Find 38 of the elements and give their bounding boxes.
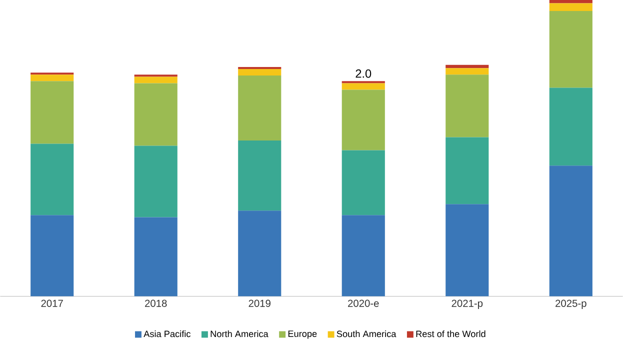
x-tick-label: 2019 bbox=[248, 300, 270, 308]
legend-label: North America bbox=[210, 330, 268, 338]
bar bbox=[134, 76, 178, 84]
bar bbox=[30, 74, 74, 82]
x-tick-label: 2020-e bbox=[348, 300, 379, 308]
legend-label: Rest of the World bbox=[416, 330, 486, 338]
legend-label: Asia Pacific bbox=[144, 330, 191, 338]
x-tick-label: 2025-p bbox=[556, 300, 586, 310]
bar bbox=[238, 140, 282, 211]
legend-label: Europe bbox=[288, 330, 317, 339]
annotation: 2.0 bbox=[356, 70, 372, 78]
bar bbox=[342, 90, 385, 150]
bar bbox=[238, 210, 282, 296]
bar bbox=[134, 83, 178, 146]
bar bbox=[238, 69, 282, 76]
bar bbox=[446, 74, 489, 138]
bar bbox=[446, 137, 489, 204]
bar bbox=[549, 0, 592, 4]
bar bbox=[342, 83, 385, 90]
bar bbox=[134, 217, 178, 296]
bar bbox=[134, 146, 178, 218]
bar bbox=[446, 68, 489, 75]
bar bbox=[30, 215, 74, 296]
bar bbox=[549, 3, 592, 12]
bar bbox=[549, 88, 592, 166]
bar bbox=[446, 204, 489, 296]
bar bbox=[30, 144, 74, 216]
x-tick-label: 2021-p bbox=[452, 300, 483, 310]
legend-label: South America bbox=[336, 330, 396, 338]
bar bbox=[342, 215, 385, 296]
bar bbox=[549, 11, 592, 88]
bar bbox=[238, 76, 282, 141]
bar bbox=[342, 150, 385, 216]
x-tick-label: 2017 bbox=[41, 300, 63, 308]
bar bbox=[446, 65, 489, 68]
x-tick-label: 2018 bbox=[145, 300, 167, 308]
bar bbox=[549, 166, 592, 296]
bar bbox=[30, 81, 74, 144]
